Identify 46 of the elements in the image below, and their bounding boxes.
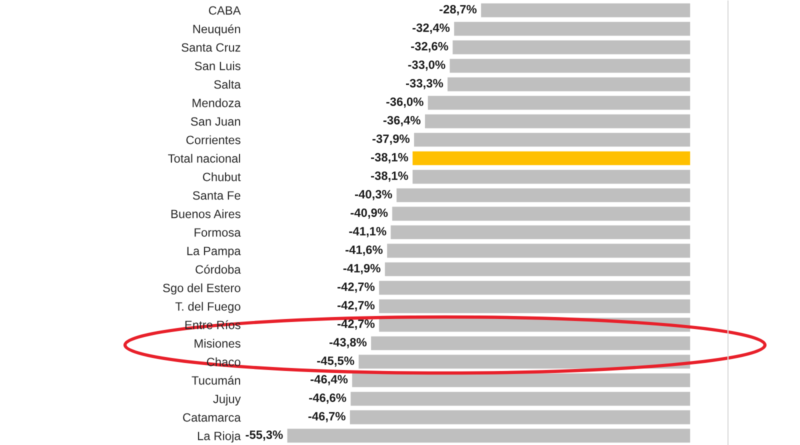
y-tick-label: Buenos Aires <box>171 209 240 218</box>
y-tick-label: Chubut <box>202 172 241 182</box>
data-label: -41,6% <box>346 246 383 256</box>
y-tick-label: La Pampa <box>187 246 241 258</box>
y-tick-label: San Luis <box>194 61 240 70</box>
data-label: -32,6% <box>411 42 448 52</box>
y-tick-label: Catamarca <box>183 413 241 422</box>
data-label: -55,3% <box>246 430 283 441</box>
y-tick-label: Formosa <box>194 228 241 237</box>
y-tick-label: Tucumán <box>192 376 240 385</box>
data-label: -45,5% <box>317 356 354 367</box>
data-label: -32,4% <box>412 24 450 34</box>
data-label: -36,4% <box>383 116 420 126</box>
y-tick-label: Santa Cruz <box>182 43 240 52</box>
y-tick-label: Jujuy <box>213 394 241 406</box>
y-tick-label: Sgo del Estero <box>163 283 240 295</box>
data-label: -42,7% <box>338 282 375 293</box>
data-label: -46,4% <box>310 375 348 386</box>
data-label: -33,3% <box>406 79 444 90</box>
y-tick-label: T. del Fuego <box>175 302 240 314</box>
data-label: -38,1% <box>371 153 408 164</box>
data-label: -37,9% <box>372 134 410 145</box>
y-tick-label: Mendoza <box>192 98 241 108</box>
y-tick-label: Total nacional <box>168 154 240 163</box>
data-label: -46,7% <box>308 412 346 422</box>
data-label: -41,1% <box>349 227 386 238</box>
data-label: -28,7% <box>440 5 477 16</box>
data-label: -43,8% <box>330 338 367 348</box>
y-tick-label: Córdoba <box>196 264 241 274</box>
data-label: -41,9% <box>343 264 380 274</box>
data-label: -38,1% <box>371 172 408 182</box>
y-tick-label: San Juan <box>190 117 240 126</box>
data-label: -36,0% <box>386 98 424 108</box>
y-tick-label: La Rioja <box>198 431 241 443</box>
data-label: -42,7% <box>338 320 375 330</box>
y-tick-label: Misiones <box>194 338 240 348</box>
data-label: -46,6% <box>309 394 346 404</box>
y-tick-label: Corrientes <box>186 135 240 144</box>
data-label: -33,0% <box>408 60 446 71</box>
data-label: -42,7% <box>338 301 375 312</box>
y-tick-label: Salta <box>214 80 241 89</box>
data-label: -40,9% <box>350 208 388 219</box>
data-label: -40,3% <box>355 190 392 200</box>
y-tick-label: CABA <box>208 6 241 15</box>
y-tick-label: Neuquén <box>193 24 240 36</box>
y-tick-label: Santa Fe <box>192 191 240 200</box>
